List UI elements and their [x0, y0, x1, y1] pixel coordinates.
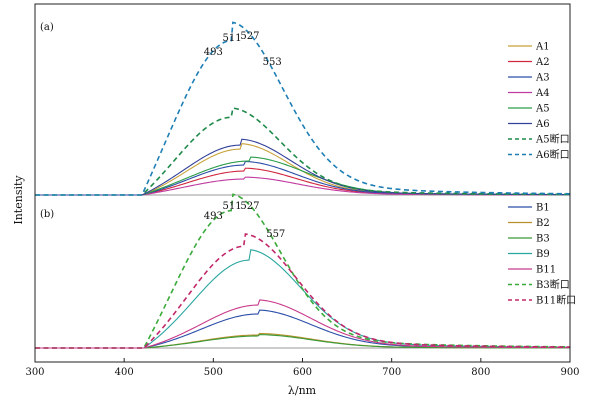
panel-label: (b) [40, 209, 54, 220]
legend-label: A6断口 [535, 148, 570, 161]
series-line [35, 249, 571, 349]
legend-label: B3 [536, 234, 550, 245]
peak-label: 511 [223, 33, 242, 44]
legend-label: A5 [535, 104, 550, 115]
series-line [35, 143, 571, 196]
series-line [35, 138, 570, 196]
series-line [35, 309, 571, 349]
legend-label: B11断口 [536, 294, 576, 307]
legend-label: B9 [536, 249, 550, 260]
legend-label: B3断口 [536, 278, 570, 291]
x-tick-label: 900 [560, 367, 579, 378]
legend-label: B11 [536, 265, 556, 276]
x-axis: 300 400 500 600 700 800 900 [25, 3, 580, 378]
legend-label: A2 [535, 57, 550, 68]
x-tick-label: 700 [382, 367, 401, 378]
series-line [35, 299, 571, 349]
plot-frame [34, 3, 571, 363]
series-line [35, 193, 571, 349]
peak-label: 557 [266, 229, 285, 240]
y-axis-label: Intensity [12, 175, 25, 225]
legend-label: B1 [536, 203, 550, 214]
series-line [35, 21, 571, 196]
peak-label: 493 [204, 47, 223, 58]
series-line [35, 107, 571, 196]
x-tick-label: 800 [471, 367, 490, 378]
x-tick-label: 600 [293, 367, 312, 378]
peak-label: 511 [223, 201, 242, 212]
series-line [35, 332, 570, 349]
x-tick-label: 300 [25, 367, 44, 378]
legend-label: A3 [535, 73, 550, 84]
legend-label: A1 [535, 42, 550, 53]
x-tick-label: 500 [204, 367, 223, 378]
panel-label: (a) [40, 22, 54, 33]
peak-label: 493 [204, 211, 223, 222]
legend-label: A5断口 [535, 133, 570, 146]
x-tick-label: 400 [115, 367, 134, 378]
peak-label: 527 [240, 201, 259, 212]
legend-label: B2 [536, 218, 550, 229]
peak-label: 553 [263, 57, 282, 68]
peak-label: 527 [240, 31, 259, 42]
legend-label: A6 [535, 119, 550, 130]
legend-label: A4 [535, 88, 550, 99]
series-line [35, 167, 571, 196]
series-line [35, 160, 570, 196]
series-line [35, 233, 571, 349]
x-axis-label: λ/nm [288, 384, 317, 397]
